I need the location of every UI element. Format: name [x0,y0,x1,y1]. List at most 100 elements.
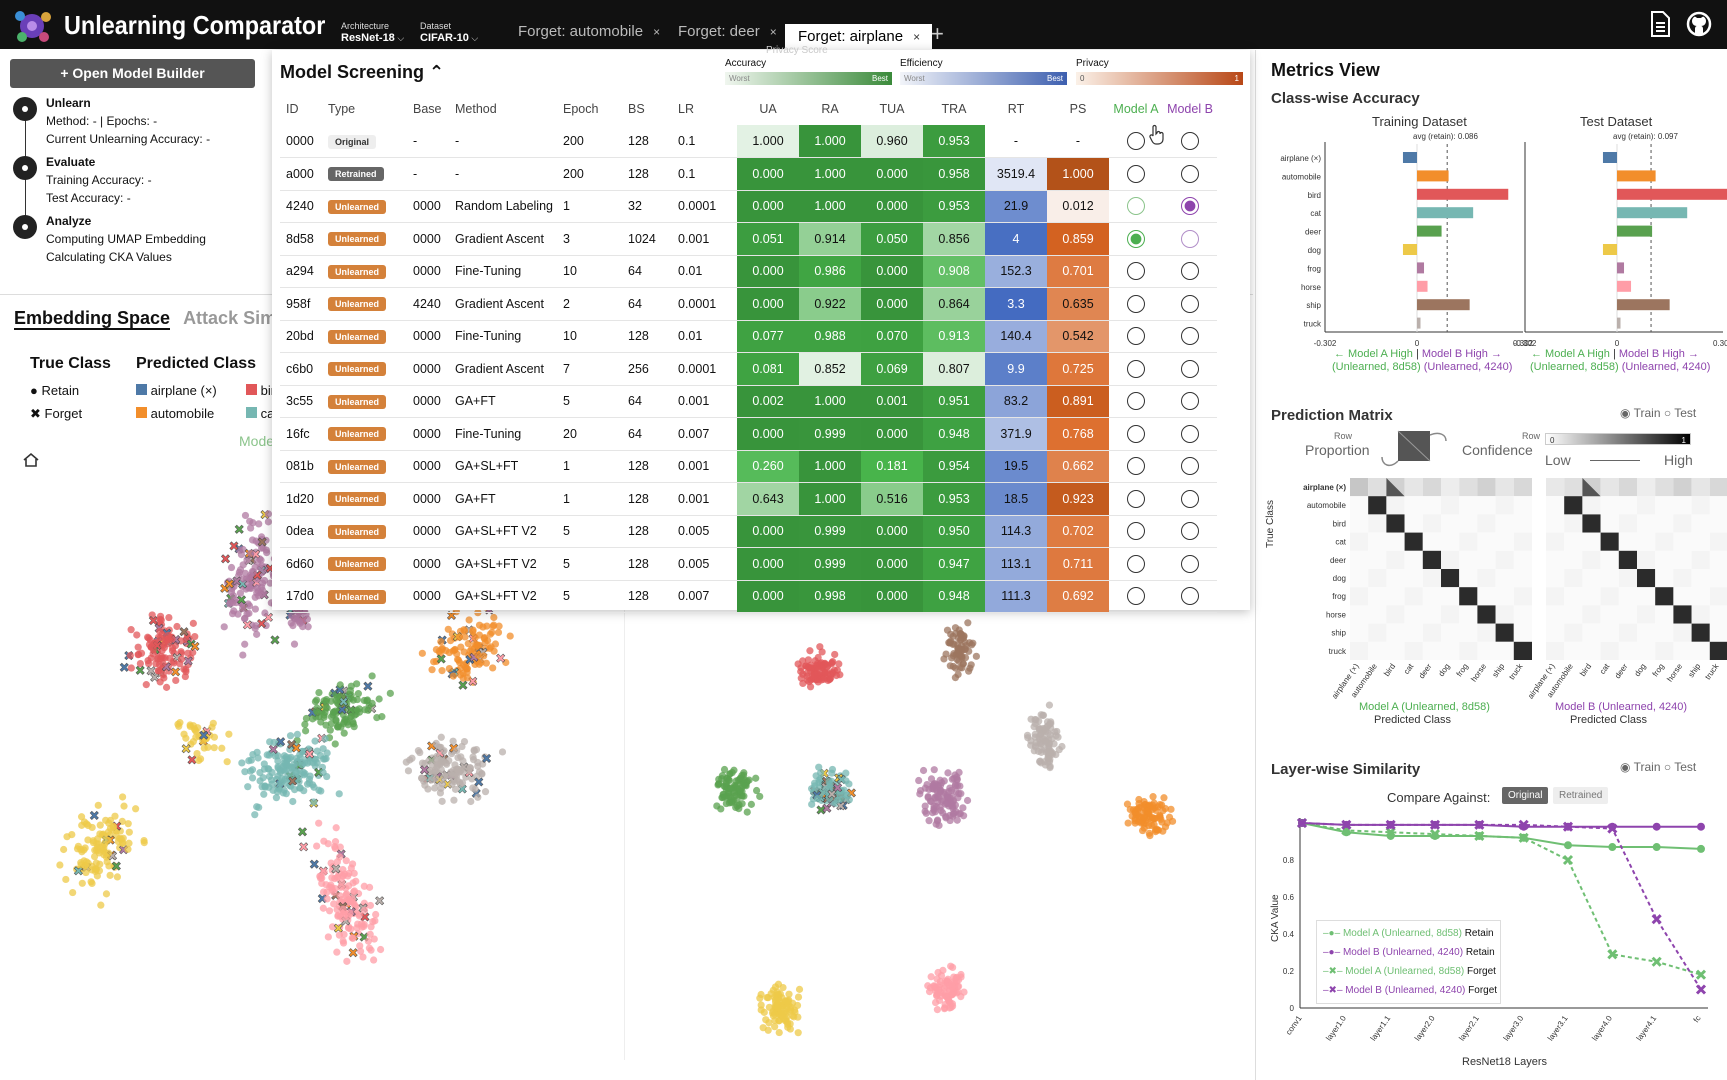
column-header[interactable]: Epoch [563,102,599,116]
tab-embedding-space[interactable]: Embedding Space [14,308,171,330]
model-a-radio[interactable] [1127,132,1145,150]
cell-b[interactable] [1163,482,1217,516]
model-b-radio[interactable] [1181,392,1199,411]
cell-a[interactable] [1109,385,1163,418]
cell-b[interactable] [1163,190,1217,223]
layerwise-train-test-toggle[interactable]: ◉ Train ○ Test [1620,760,1696,774]
cell-b[interactable] [1163,287,1217,321]
cell-b[interactable] [1163,222,1217,256]
add-tab-button[interactable]: + [931,21,944,46]
dataset-selector[interactable]: Dataset CIFAR-10 ⌵ [420,20,478,44]
model-b-radio[interactable] [1181,489,1199,508]
legend-bird[interactable]: bir [246,383,275,398]
cell-b[interactable] [1163,125,1217,158]
open-model-builder-button[interactable]: + Open Model Builder [10,59,255,88]
cell-a[interactable] [1109,547,1163,581]
legend-automobile[interactable]: automobile [136,406,214,421]
model-b-radio[interactable] [1181,457,1199,476]
matrix-mode-toggle-icon[interactable] [1380,425,1448,467]
model-a-radio[interactable] [1127,359,1145,378]
table-row[interactable]: 16fc Unlearned 0000 Fine-Tuning 20 64 0.007 0.0… [280,417,1217,451]
table-row[interactable]: 4240 Unlearned 0000 Random Labeling 1 32 0.000… [280,190,1217,223]
model-a-radio[interactable] [1127,392,1145,411]
column-header[interactable]: TUA [879,102,905,116]
compare-original-button[interactable]: Original [1502,787,1549,804]
column-header[interactable]: PS [1069,102,1087,116]
row-confidence-text[interactable]: Confidence [1462,442,1533,458]
cell-b[interactable] [1163,352,1217,386]
cell-b[interactable] [1163,320,1217,353]
table-row[interactable]: 958f Unlearned 4240 Gradient Ascent 2 64 0.000… [280,287,1217,321]
close-icon[interactable]: × [653,25,661,39]
embedding-scatter[interactable] [0,470,1250,1070]
cell-a[interactable] [1109,287,1163,321]
cell-b[interactable] [1163,157,1217,191]
model-a-radio[interactable] [1127,294,1145,313]
cell-b[interactable] [1163,580,1217,613]
close-icon[interactable]: × [913,30,921,44]
table-row[interactable]: 17d0 Unlearned 0000 GA+SL+FT V2 5 128 0.007 0.0… [280,580,1217,613]
table-row[interactable]: 20bd Unlearned 0000 Fine-Tuning 10 128 0.01 0.0… [280,320,1217,353]
model-b-radio[interactable] [1181,327,1199,346]
table-row[interactable]: a000 Retrained - -200 128 0.1 0.000 1.000 0.000 0… [280,157,1217,191]
column-header[interactable]: RT [1007,102,1025,116]
cell-b[interactable] [1163,417,1217,451]
model-b-radio[interactable] [1181,197,1199,216]
legend-forget[interactable]: ✖ Forget [30,406,82,422]
document-icon[interactable] [1647,10,1673,38]
cell-a[interactable] [1109,320,1163,353]
column-header[interactable]: TRA [941,102,967,116]
model-a-radio[interactable] [1127,424,1145,443]
column-header[interactable]: LR [678,102,694,116]
model-b-radio[interactable] [1181,359,1199,378]
radio-icon[interactable]: ○ [1663,406,1672,420]
compare-retrained-button[interactable]: Retrained [1553,787,1609,804]
model-a-radio[interactable] [1127,522,1145,541]
model-a-radio[interactable] [1127,197,1145,216]
cell-b[interactable] [1163,547,1217,581]
table-row[interactable]: 3c55 Unlearned 0000 GA+FT 5 64 0.001 0.002 1.000… [280,385,1217,418]
row-proportion-text[interactable]: Proportion [1305,442,1370,458]
close-icon[interactable]: × [769,25,777,39]
model-b-radio[interactable] [1181,229,1199,248]
legend-airplane[interactable]: airplane (×) [136,383,217,398]
model-a-radio[interactable] [1127,327,1145,346]
radio-selected-icon[interactable]: ◉ [1620,406,1631,420]
cell-a[interactable] [1109,157,1163,191]
tab-forget-automobile[interactable]: Forget: automobile × [518,23,660,40]
table-row[interactable]: 0dea Unlearned 0000 GA+SL+FT V2 5 128 0.005 0.0… [280,515,1217,548]
model-b-radio[interactable] [1181,587,1199,606]
radio-icon[interactable]: ○ [1663,760,1672,774]
cell-a[interactable] [1109,190,1163,223]
cell-a[interactable] [1109,450,1163,483]
model-b-radio[interactable] [1181,164,1199,183]
table-row[interactable]: 8d58 Unlearned 0000 Gradient Ascent 3 1024 0.0… [280,222,1217,256]
row-confidence-label[interactable]: Row [1522,431,1540,441]
cell-a[interactable] [1109,417,1163,451]
model-a-radio[interactable] [1127,457,1145,476]
radio-selected-icon[interactable]: ◉ [1620,760,1631,774]
model-screening-title[interactable]: Model Screening ⌃ [280,62,444,83]
prediction-train-test-toggle[interactable]: ◉ Train ○ Test [1620,406,1696,420]
architecture-selector[interactable]: Architecture ResNet-18 ⌵ [341,20,404,44]
legend-retain[interactable]: ● Retain [30,383,79,398]
cell-b[interactable] [1163,515,1217,548]
tab-forget-airplane[interactable]: Forget: airplane × [785,24,933,49]
model-a-radio[interactable] [1127,164,1145,183]
row-proportion-label[interactable]: Row [1334,431,1352,441]
home-icon[interactable] [22,451,40,469]
cell-a[interactable] [1109,255,1163,288]
table-row[interactable]: 6d60 Unlearned 0000 GA+SL+FT V2 5 128 0.005 0.0… [280,547,1217,581]
model-a-radio[interactable] [1127,262,1145,281]
model-b-radio[interactable] [1181,522,1199,541]
model-b-radio[interactable] [1181,294,1199,313]
github-icon[interactable] [1686,10,1712,38]
model-a-radio[interactable] [1127,587,1145,606]
model-b-radio[interactable] [1181,132,1199,150]
model-b-radio[interactable] [1181,262,1199,281]
table-row[interactable]: 081b Unlearned 0000 GA+SL+FT 1 128 0.001 0.260 1… [280,450,1217,483]
table-row[interactable]: a294 Unlearned 0000 Fine-Tuning 10 64 0.01 0.00… [280,255,1217,288]
column-header[interactable]: UA [759,102,777,116]
cell-a[interactable] [1109,580,1163,613]
tab-forget-deer[interactable]: Forget: deer × [678,23,777,40]
